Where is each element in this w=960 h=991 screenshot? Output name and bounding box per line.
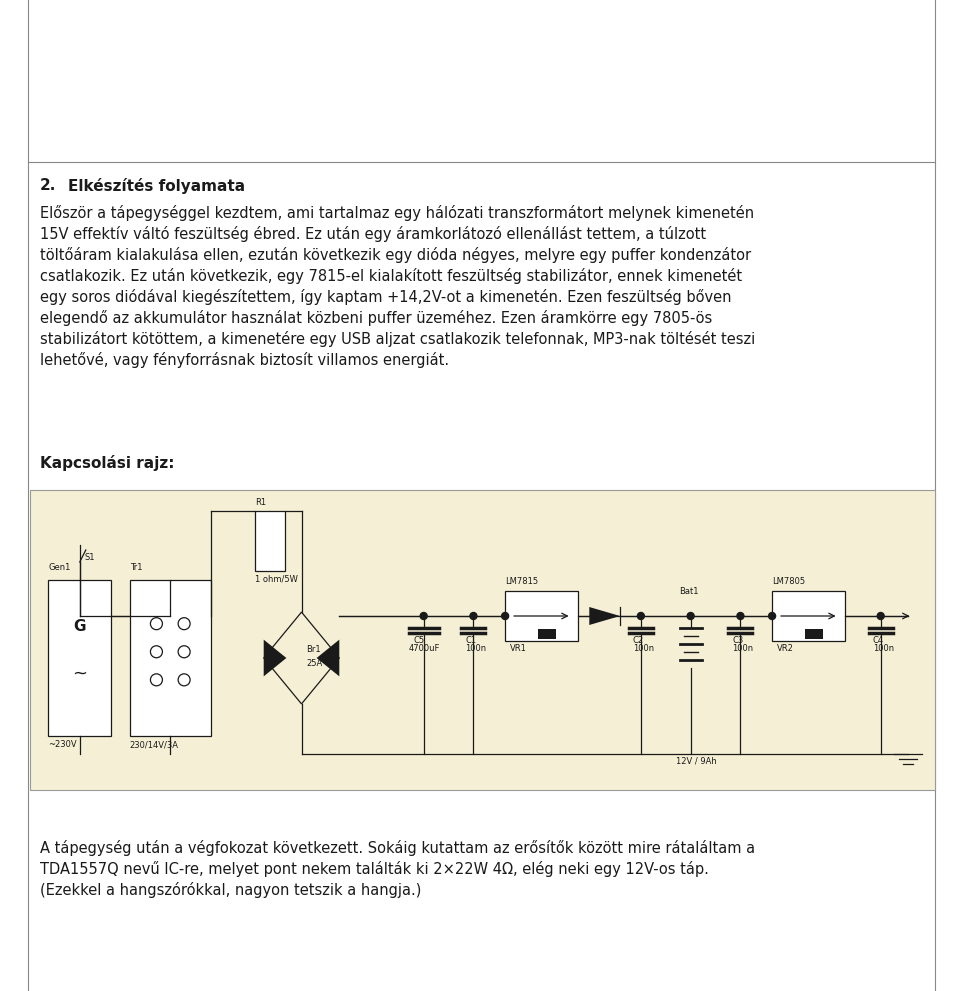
- Polygon shape: [317, 639, 339, 658]
- Circle shape: [420, 612, 427, 619]
- Circle shape: [737, 612, 744, 619]
- Text: (Ezekkel a hangszórókkal, nagyon tetszik a hangja.): (Ezekkel a hangszórókkal, nagyon tetszik…: [40, 882, 421, 898]
- Text: A tápegység után a végfokozat következett. Sokáig kutattam az erősítők között mi: A tápegység után a végfokozat következet…: [40, 840, 756, 856]
- Text: Először a tápegységgel kezdtem, ami tartalmaz egy hálózati transzformátort melyn: Először a tápegységgel kezdtem, ami tart…: [40, 205, 755, 221]
- Text: Kapcsolási rajz:: Kapcsolási rajz:: [40, 455, 175, 471]
- Text: 100n: 100n: [633, 644, 654, 653]
- Text: 1 ohm/5W: 1 ohm/5W: [254, 574, 298, 583]
- Text: csatlakozik. Ez után következik, egy 7815-el kialakított feszültség stabilizátor: csatlakozik. Ez után következik, egy 781…: [40, 268, 742, 284]
- Polygon shape: [264, 639, 286, 658]
- Text: LM7805: LM7805: [772, 577, 805, 586]
- Text: Br1: Br1: [306, 645, 322, 654]
- Bar: [254, 511, 285, 571]
- Text: C2: C2: [633, 636, 644, 645]
- Circle shape: [470, 612, 477, 619]
- Text: S1: S1: [84, 554, 95, 563]
- Bar: [772, 591, 845, 641]
- Text: 15V effektív váltó feszültség ébred. Ez után egy áramkorlátozó ellenállást tette: 15V effektív váltó feszültség ébred. Ez …: [40, 226, 707, 242]
- Text: Bat1: Bat1: [679, 587, 698, 596]
- Bar: [505, 591, 578, 641]
- Text: 12V / 9Ah: 12V / 9Ah: [676, 757, 716, 766]
- Text: C1: C1: [466, 636, 476, 645]
- Text: LM7815: LM7815: [505, 577, 539, 586]
- Text: VR1: VR1: [510, 644, 527, 653]
- Bar: [30, 490, 935, 790]
- Text: stabilizátort kötöttem, a kimenetére egy USB aljzat csatlakozik telefonnak, MP3-: stabilizátort kötöttem, a kimenetére egy…: [40, 331, 756, 347]
- Text: Elkészítés folyamata: Elkészítés folyamata: [68, 178, 245, 194]
- Text: R1: R1: [254, 498, 266, 507]
- Text: VR2: VR2: [777, 644, 794, 653]
- Text: lehetővé, vagy fényforrásnak biztosít villamos energiát.: lehetővé, vagy fényforrásnak biztosít vi…: [40, 352, 449, 368]
- Text: 230/14V/3A: 230/14V/3A: [130, 740, 179, 749]
- Text: G: G: [74, 619, 86, 634]
- Bar: [804, 629, 823, 639]
- Text: ~230V: ~230V: [48, 740, 77, 749]
- Text: 100n: 100n: [732, 644, 754, 653]
- Text: 100n: 100n: [466, 644, 487, 653]
- Text: 2.: 2.: [40, 178, 57, 193]
- Text: Tr1: Tr1: [130, 563, 142, 572]
- Polygon shape: [317, 658, 339, 677]
- Circle shape: [769, 612, 776, 619]
- Text: Gen1: Gen1: [48, 563, 70, 572]
- Bar: [48, 580, 111, 736]
- Text: töltőáram kialakulása ellen, ezután következik egy dióda négyes, melyre egy puff: töltőáram kialakulása ellen, ezután köve…: [40, 247, 751, 263]
- Bar: [538, 629, 556, 639]
- Text: 4700uF: 4700uF: [409, 644, 440, 653]
- Bar: [130, 580, 211, 736]
- Polygon shape: [264, 658, 286, 677]
- Text: elegendő az akkumulátor használat közbeni puffer üzeméhez. Ezen áramkörre egy 78: elegendő az akkumulátor használat közben…: [40, 310, 712, 326]
- Circle shape: [637, 612, 644, 619]
- Text: C4: C4: [873, 636, 884, 645]
- Circle shape: [687, 612, 694, 619]
- Text: egy soros diódával kiegészítettem, így kaptam +14,2V-ot a kimenetén. Ezen feszül: egy soros diódával kiegészítettem, így k…: [40, 289, 732, 305]
- Circle shape: [877, 612, 884, 619]
- Text: C5: C5: [414, 636, 424, 645]
- Text: 100n: 100n: [873, 644, 894, 653]
- Text: ~: ~: [72, 665, 87, 683]
- Polygon shape: [589, 607, 620, 625]
- Text: 25A: 25A: [306, 658, 323, 668]
- Text: C3: C3: [732, 636, 744, 645]
- Circle shape: [502, 612, 509, 619]
- Text: TDA1557Q nevű IC-re, melyet pont nekem találták ki 2×22W 4Ω, elég neki egy 12V-o: TDA1557Q nevű IC-re, melyet pont nekem t…: [40, 861, 708, 877]
